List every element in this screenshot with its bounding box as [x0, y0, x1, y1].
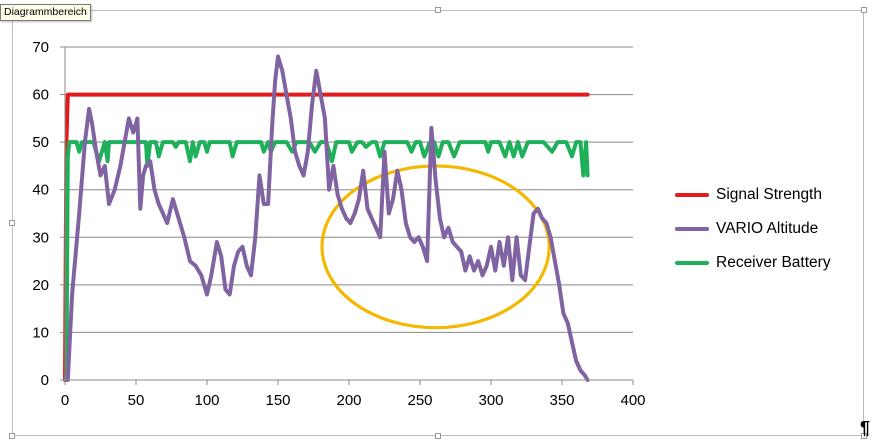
resize-handle-top-center[interactable]	[435, 7, 441, 13]
resize-handle-bottom-center[interactable]	[435, 433, 441, 439]
legend-item-signal-strength[interactable]: Signal Strength	[675, 178, 860, 212]
resize-handle-bottom-right[interactable]	[861, 433, 867, 439]
legend-item-receiver-battery[interactable]: Receiver Battery	[675, 246, 860, 280]
x-tick-label: 350	[549, 392, 574, 409]
legend-label-receiver-battery: Receiver Battery	[716, 254, 831, 271]
x-tick-label: 100	[194, 392, 219, 409]
resize-handle-top-right[interactable]	[861, 7, 867, 13]
x-tick-label: 200	[336, 392, 361, 409]
chart-area-tooltip: Diagrammbereich	[0, 4, 91, 21]
x-tick-label: 300	[478, 392, 503, 409]
series-line-vario-altitude[interactable]	[63, 54, 590, 382]
y-tick-label: 10	[32, 324, 49, 341]
paragraph-mark: ¶	[860, 418, 871, 438]
legend-swatch-signal-strength	[675, 193, 709, 197]
y-tick-label: 40	[32, 182, 49, 199]
x-tick-label: 0	[61, 392, 69, 409]
x-tick-label: 150	[265, 392, 290, 409]
legend-label-vario-altitude: VARIO Altitude	[716, 220, 819, 237]
legend-item-vario-altitude[interactable]: VARIO Altitude	[675, 212, 860, 246]
resize-handle-middle-left[interactable]	[9, 220, 15, 226]
resize-handle-bottom-left[interactable]	[9, 433, 15, 439]
legend-swatch-receiver-battery	[675, 261, 709, 265]
y-tick-label: 0	[41, 372, 49, 389]
chart-legend[interactable]: Signal Strength VARIO Altitude Receiver …	[675, 178, 860, 280]
y-tick-label: 60	[32, 87, 49, 104]
y-tick-label: 20	[32, 277, 49, 294]
x-tick-label: 400	[620, 392, 645, 409]
y-tick-label: 30	[32, 229, 49, 246]
legend-label-signal-strength: Signal Strength	[716, 186, 822, 203]
legend-swatch-vario-altitude	[675, 227, 709, 231]
y-tick-label: 50	[32, 134, 49, 151]
y-tick-label: 70	[32, 39, 49, 56]
series-line-receiver-battery[interactable]	[63, 140, 590, 382]
x-tick-label: 250	[407, 392, 432, 409]
x-tick-label: 50	[128, 392, 145, 409]
